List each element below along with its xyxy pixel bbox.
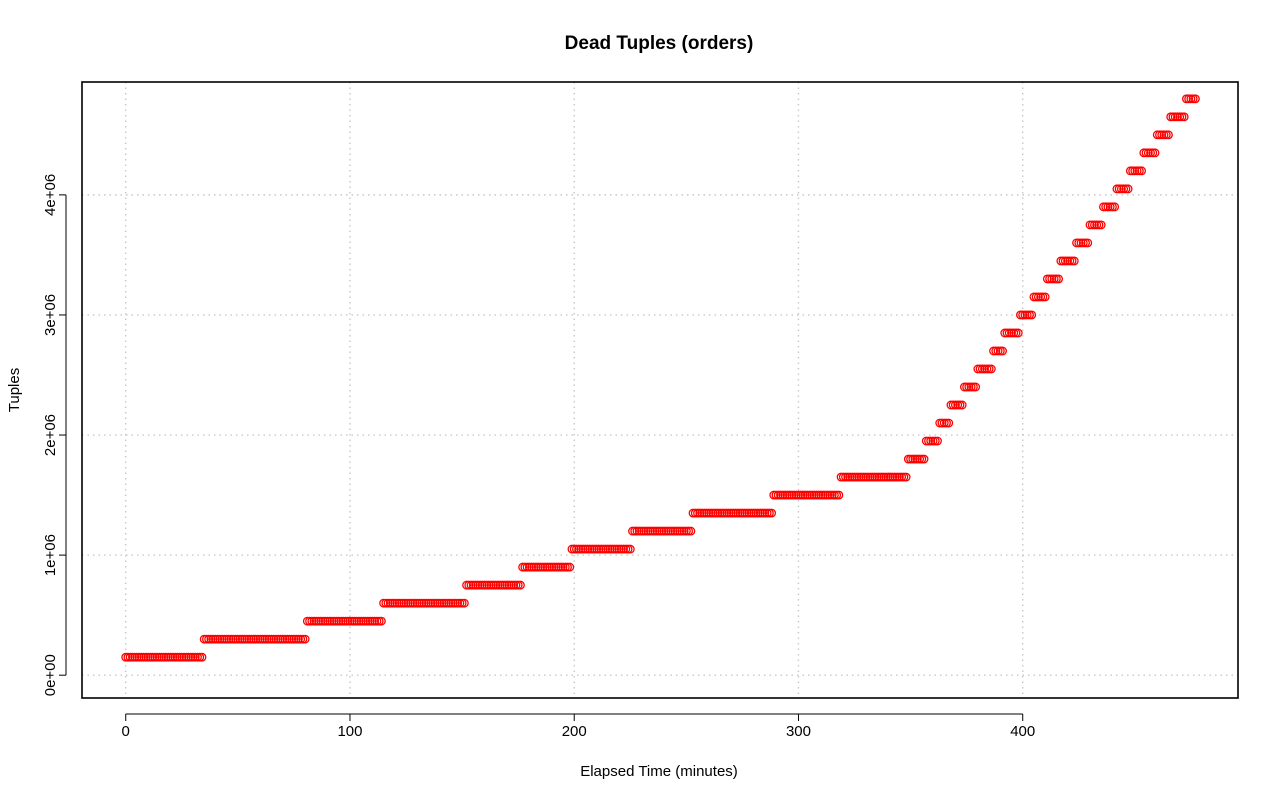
data-point bbox=[1110, 202, 1120, 212]
data-point bbox=[1040, 292, 1050, 302]
data-point bbox=[625, 544, 635, 554]
x-tick-label: 300 bbox=[786, 723, 811, 740]
data-point bbox=[1164, 130, 1173, 140]
data-point bbox=[1150, 148, 1160, 158]
data-point bbox=[901, 472, 911, 482]
grid-lines bbox=[82, 82, 1238, 698]
data-point bbox=[1123, 184, 1133, 194]
data-point bbox=[459, 598, 469, 608]
data-point bbox=[1054, 274, 1064, 284]
data-point bbox=[767, 508, 777, 518]
data-point bbox=[944, 418, 954, 428]
y-tick-label: 3e+06 bbox=[42, 294, 59, 336]
data-point bbox=[1137, 166, 1147, 176]
y-tick-label: 4e+06 bbox=[42, 174, 59, 216]
data-point bbox=[1190, 94, 1200, 104]
data-point bbox=[515, 580, 525, 590]
x-axis: 0 100 200 300 400 bbox=[122, 713, 1035, 740]
chart-title: Dead Tuples (orders) bbox=[565, 33, 754, 54]
data-point bbox=[1096, 220, 1106, 230]
data-point bbox=[834, 490, 844, 500]
x-tick-label: 400 bbox=[1010, 723, 1035, 740]
y-axis-label: Tuples bbox=[6, 368, 23, 412]
y-axis: 0e+00 1e+06 2e+06 3e+06 4e+06 bbox=[42, 174, 67, 696]
y-tick-label: 0e+00 bbox=[42, 654, 59, 696]
data-points bbox=[121, 94, 1200, 662]
x-tick-label: 0 bbox=[122, 723, 130, 740]
data-point bbox=[919, 454, 929, 464]
y-tick-label: 1e+06 bbox=[42, 534, 59, 576]
data-point bbox=[1013, 328, 1023, 338]
data-point bbox=[300, 634, 310, 644]
x-axis-label: Elapsed Time (minutes) bbox=[580, 763, 738, 780]
data-point bbox=[565, 562, 575, 572]
data-point bbox=[686, 526, 696, 536]
data-point bbox=[957, 400, 967, 410]
x-tick-label: 100 bbox=[337, 723, 362, 740]
data-point bbox=[971, 382, 981, 392]
data-point bbox=[376, 616, 386, 626]
data-point bbox=[197, 652, 207, 662]
plot-frame bbox=[81, 81, 1239, 699]
data-point bbox=[1179, 112, 1189, 122]
data-point bbox=[1069, 256, 1079, 266]
y-tick-label: 2e+06 bbox=[42, 414, 59, 456]
data-point bbox=[933, 436, 942, 446]
data-point bbox=[998, 346, 1007, 356]
data-point bbox=[986, 364, 996, 374]
x-tick-label: 200 bbox=[562, 723, 587, 740]
data-point bbox=[1083, 238, 1093, 248]
data-point bbox=[1027, 310, 1037, 320]
